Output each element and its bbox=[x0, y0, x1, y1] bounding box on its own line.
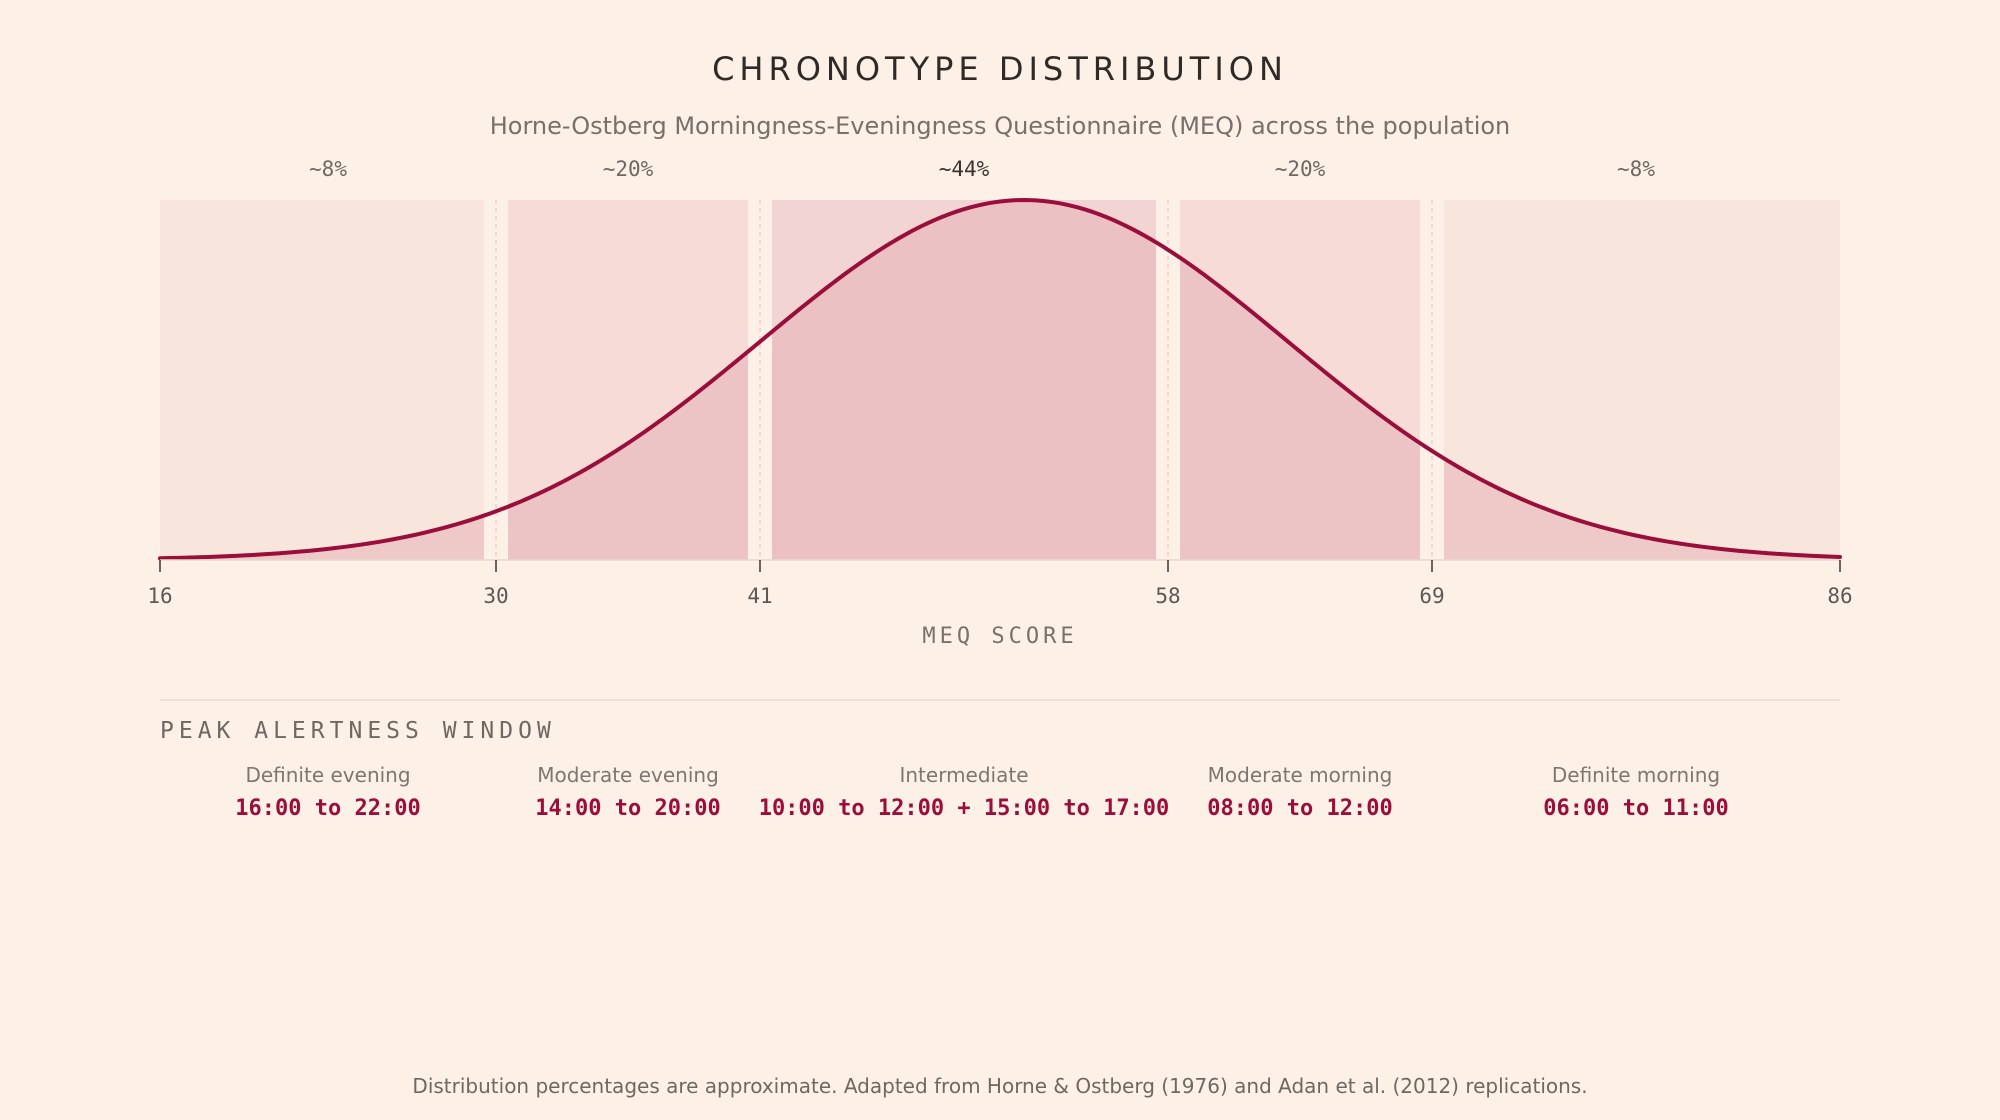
window-time-range: 08:00 to 12:00 bbox=[1207, 796, 1393, 821]
distribution-curve bbox=[158, 197, 1842, 561]
footnote: Distribution percentages are approximate… bbox=[412, 1074, 1588, 1098]
band-definite-evening bbox=[160, 200, 484, 560]
x-tick-label: 69 bbox=[1419, 584, 1444, 608]
band-share-label: ~8% bbox=[309, 157, 347, 181]
peak-windows: Definite evening 16:00 to 22:00 Moderate… bbox=[0, 763, 2000, 843]
band-share-label: ~8% bbox=[1617, 157, 1655, 181]
chart-title: CHRONOTYPE DISTRIBUTION bbox=[712, 50, 1288, 88]
peak-section-title: PEAK ALERTNESS WINDOW bbox=[160, 718, 556, 744]
band-share-labels: ~8% ~20% ~44% ~20% ~8% bbox=[309, 157, 1655, 181]
window-chronotype-name: Definite morning bbox=[1551, 763, 1721, 787]
window-chronotype-name: Definite evening bbox=[245, 763, 411, 787]
peak-window-definite-evening: Definite evening 16:00 to 22:00 bbox=[235, 763, 420, 821]
distribution-curve-group bbox=[158, 197, 1842, 561]
distribution-chart: ~8% ~20% ~44% ~20% ~8% 16 30 41 58 69 86 MEQ SCORE bbox=[147, 157, 1853, 649]
window-chronotype-name: Intermediate bbox=[899, 763, 1029, 787]
x-axis-label: MEQ SCORE bbox=[922, 624, 1077, 649]
section-divider bbox=[160, 699, 1840, 701]
peak-window-moderate-evening: Moderate evening 14:00 to 20:00 bbox=[535, 763, 720, 821]
x-tick-label: 30 bbox=[483, 584, 508, 608]
window-chronotype-name: Moderate evening bbox=[537, 763, 719, 787]
x-tick-label: 16 bbox=[147, 584, 172, 608]
window-time-range: 06:00 to 11:00 bbox=[1543, 796, 1729, 821]
x-tick-label: 86 bbox=[1827, 584, 1852, 608]
peak-window-intermediate: Intermediate 10:00 to 12:00 + 15:00 to 1… bbox=[759, 763, 1170, 821]
band-share-label: ~44% bbox=[939, 157, 990, 181]
x-axis: 16 30 41 58 69 86 MEQ SCORE bbox=[147, 559, 1853, 649]
window-time-range: 16:00 to 22:00 bbox=[235, 796, 421, 821]
x-tick-label: 58 bbox=[1155, 584, 1180, 608]
band-share-label: ~20% bbox=[603, 157, 654, 181]
chart-bands bbox=[160, 200, 1840, 560]
chart-subtitle: Horne-Ostberg Morningness-Eveningness Qu… bbox=[489, 112, 1511, 140]
window-time-range: 10:00 to 12:00 + 15:00 to 17:00 bbox=[758, 796, 1170, 821]
band-share-label: ~20% bbox=[1275, 157, 1326, 181]
peak-window-moderate-morning: Moderate morning 08:00 to 12:00 bbox=[1207, 763, 1392, 821]
window-chronotype-name: Moderate morning bbox=[1207, 763, 1393, 787]
window-time-range: 14:00 to 20:00 bbox=[535, 796, 721, 821]
x-tick-label: 41 bbox=[747, 584, 772, 608]
peak-window-definite-morning: Definite morning 06:00 to 11:00 bbox=[1543, 763, 1728, 821]
